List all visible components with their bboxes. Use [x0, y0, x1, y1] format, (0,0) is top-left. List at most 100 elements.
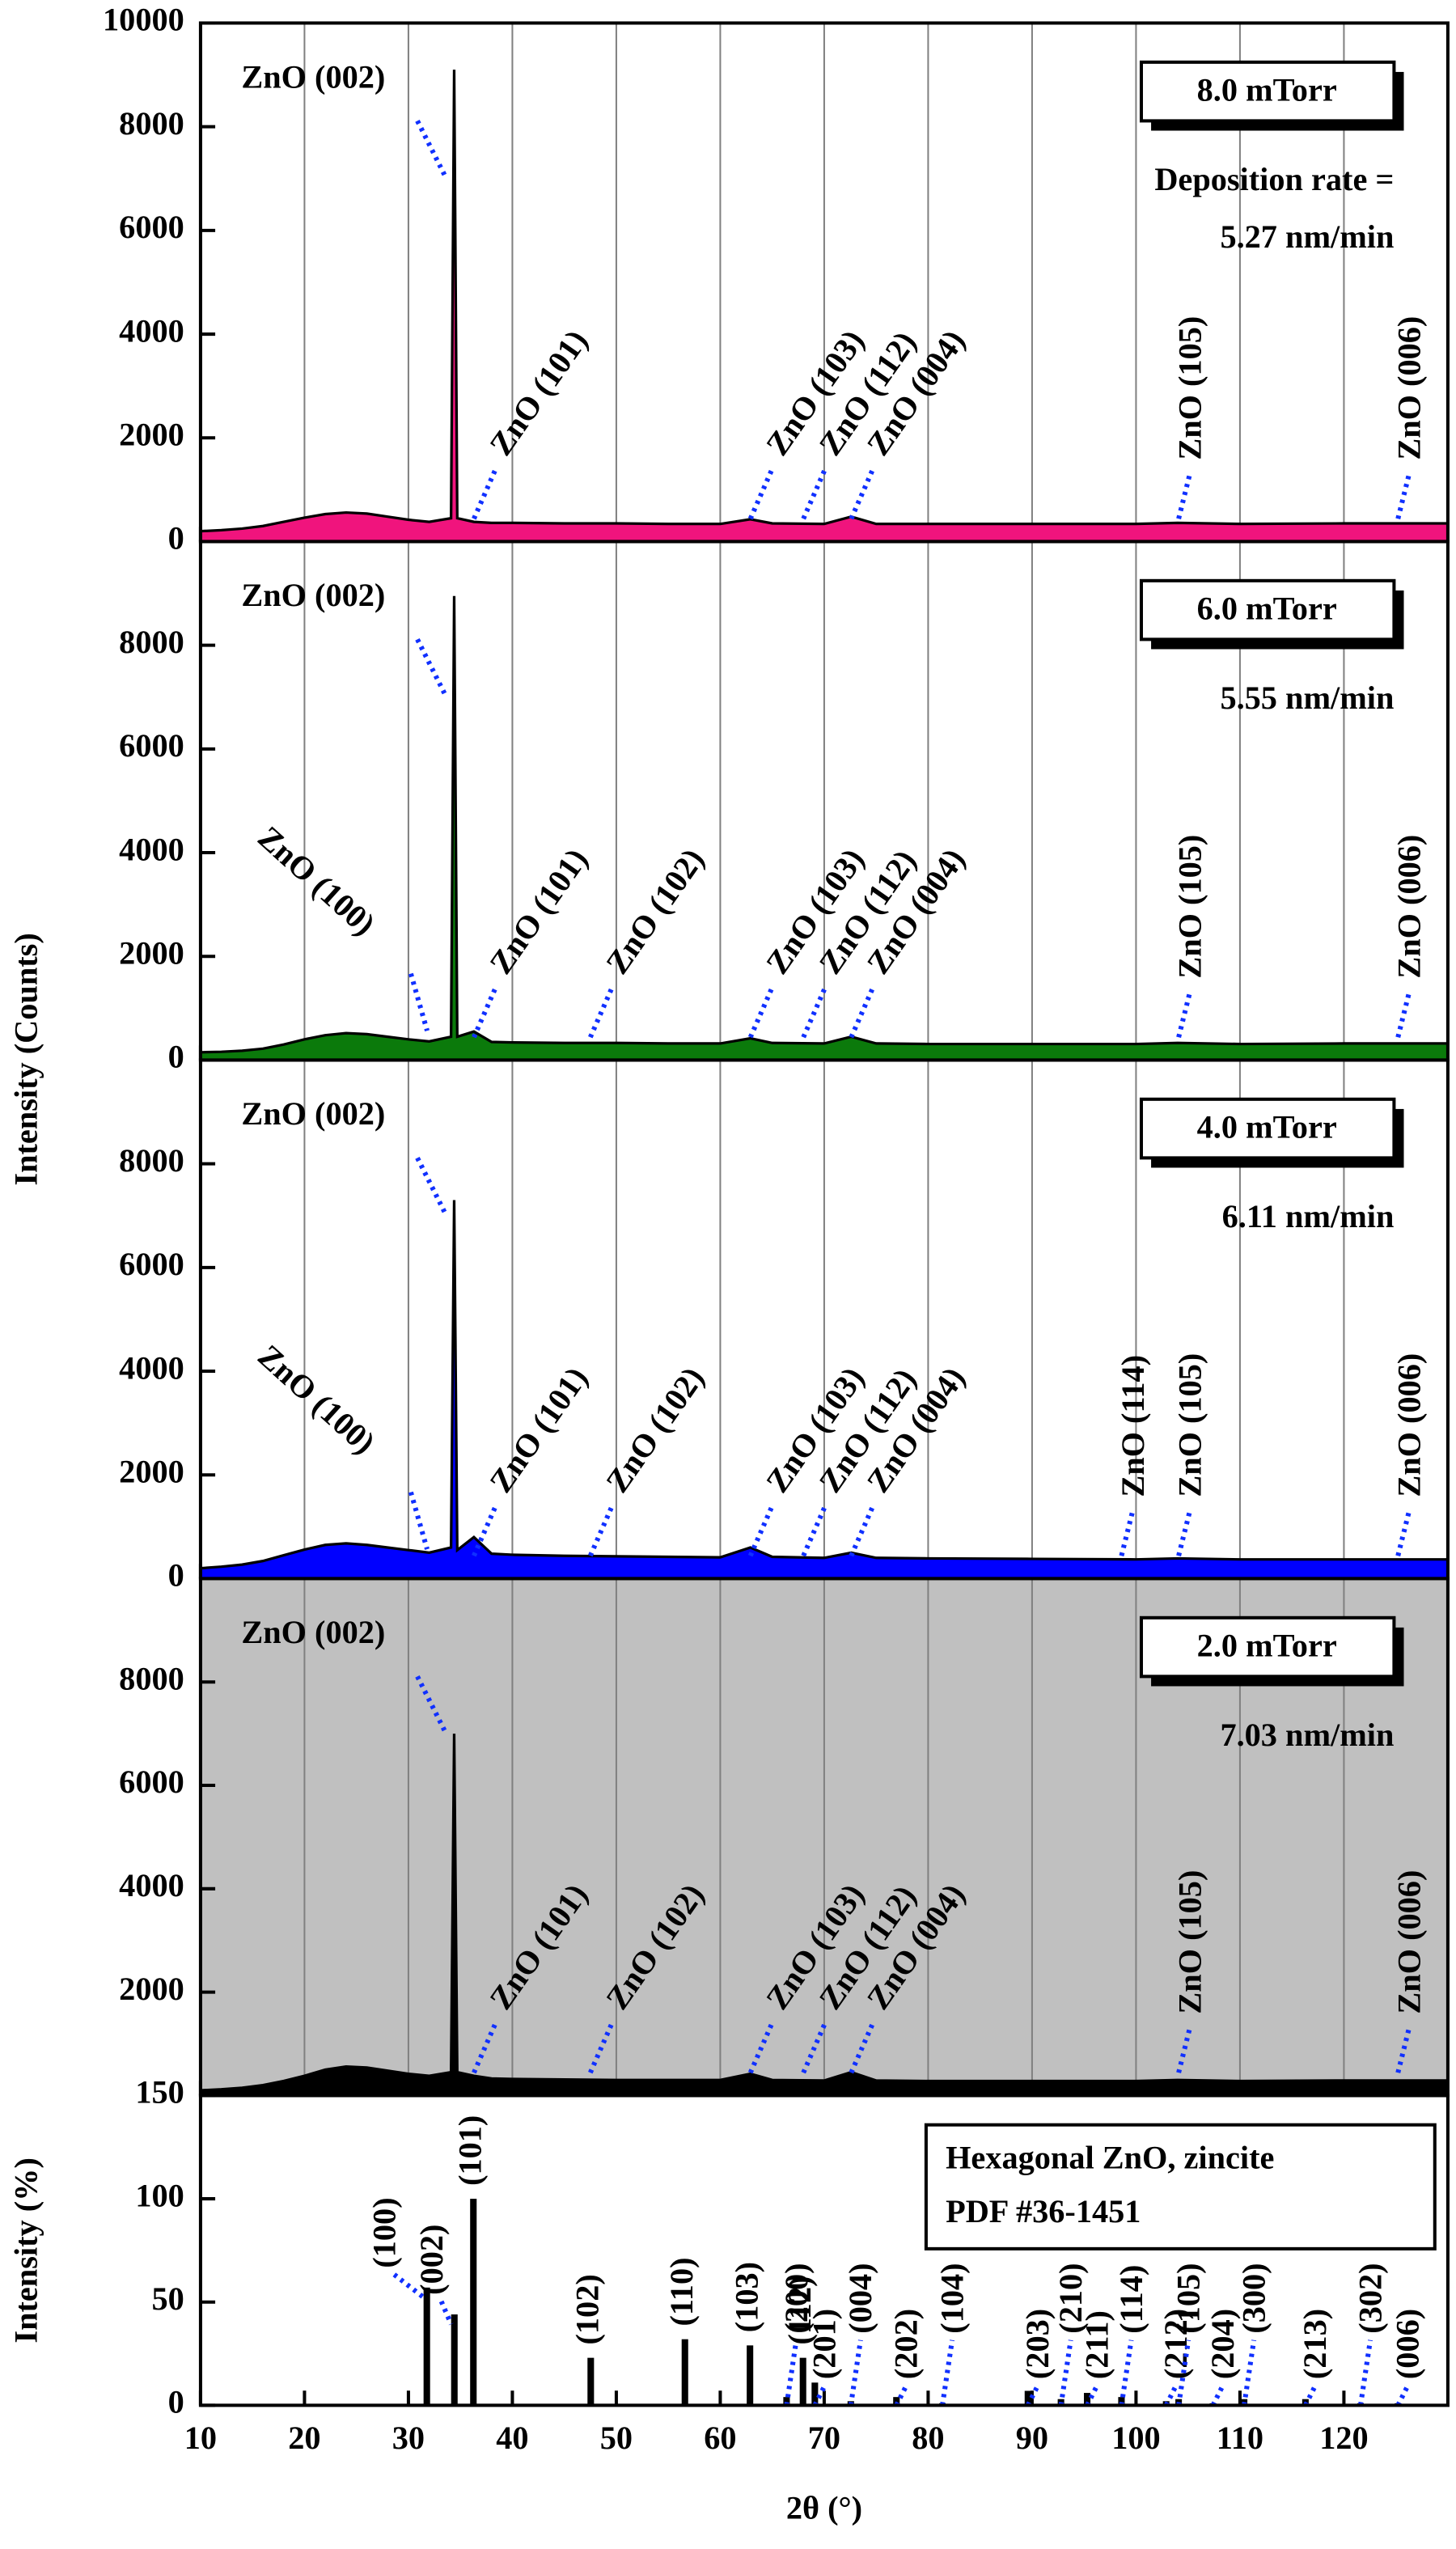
y-tick-label: 8000	[119, 1142, 184, 1179]
label-leader	[1026, 2384, 1040, 2407]
peak-leader	[1176, 472, 1193, 519]
bar-label: (203)	[1019, 2309, 1056, 2379]
peak-leader	[472, 1502, 499, 1557]
y-axis-title: Intensity (%)	[8, 2157, 44, 2343]
legend-box	[1139, 1097, 1396, 1160]
label-leader	[1210, 2384, 1225, 2407]
legend-label: 6.0 mTorr	[1197, 590, 1337, 626]
reference-bar	[1118, 2397, 1125, 2406]
peak-label: ZnO (105)	[1171, 1353, 1208, 1497]
peak-leader	[415, 1157, 449, 1217]
peak-leader	[1395, 472, 1412, 519]
label-leader	[1357, 2339, 1373, 2406]
label-leader	[894, 2384, 909, 2407]
peak-label: ZnO (105)	[1171, 316, 1208, 460]
peak-leader	[801, 2019, 829, 2074]
peak-leader	[747, 984, 776, 1039]
peak-leader	[1119, 1509, 1136, 1556]
x-tick-label: 100	[1111, 2420, 1160, 2456]
pattern-line	[200, 1734, 1448, 2092]
legend-label: 8.0 mTorr	[1197, 71, 1337, 108]
peak-leader	[801, 984, 829, 1039]
peak-leader	[472, 465, 499, 520]
label-leader	[848, 2339, 863, 2406]
peak-leader	[415, 1675, 449, 1735]
x-tick-label: 80	[912, 2420, 944, 2456]
peak-leader	[588, 2019, 616, 2074]
peak-label: ZnO (114)	[1115, 1355, 1151, 1497]
peak-leader	[801, 465, 829, 520]
y-axis-title: Intensity (Counts)	[8, 933, 44, 1185]
peak-leader	[1395, 991, 1412, 1038]
reference-box	[924, 2123, 1437, 2250]
y-tick-label: 0	[168, 520, 184, 557]
bar-label: (100)	[366, 2197, 403, 2267]
bar-label: (101)	[451, 2115, 488, 2186]
bar-label: (300)	[1235, 2263, 1272, 2333]
x-tick-label: 110	[1217, 2420, 1263, 2456]
y-tick-label: 4000	[119, 831, 184, 867]
bar-label: (103)	[728, 2262, 764, 2332]
bar-label: (201)	[806, 2309, 843, 2379]
peak-leader	[747, 1502, 776, 1557]
bar-label: (105)	[1170, 2263, 1206, 2333]
bar-label: (202)	[888, 2309, 925, 2379]
bar-label: (204)	[1204, 2309, 1241, 2379]
y-tick-label: 4000	[119, 312, 184, 349]
label-leader	[812, 2384, 827, 2407]
peak-leader	[1395, 1509, 1412, 1556]
reference-bar	[681, 2339, 688, 2406]
peak-label: ZnO (006)	[1391, 1353, 1428, 1497]
peak-label: ZnO (101)	[482, 1360, 595, 1499]
reference-bar	[783, 2397, 790, 2406]
peak-label: ZnO (002)	[241, 1614, 385, 1650]
bar-label: (006)	[1390, 2309, 1426, 2379]
peak-leader	[472, 984, 499, 1039]
peak-leader	[801, 1502, 829, 1557]
peak-leader	[415, 638, 449, 698]
deposition-rate: 5.55 nm/min	[1220, 680, 1394, 716]
y-tick-label: 6000	[119, 209, 184, 245]
y-tick-label: 6000	[119, 727, 184, 764]
x-tick-label: 50	[600, 2420, 633, 2456]
bar-label: (102)	[569, 2274, 606, 2344]
reference-bar	[470, 2199, 477, 2406]
y-tick-label: 8000	[119, 624, 184, 660]
y-tick-label: 4000	[119, 1349, 184, 1386]
bar-label: (210)	[1052, 2263, 1089, 2333]
label-leader	[1058, 2339, 1073, 2406]
x-tick-label: 60	[704, 2420, 736, 2456]
reference-text: Hexagonal ZnO, zincite	[946, 2139, 1274, 2175]
y-tick-label: 0	[168, 2384, 184, 2420]
reference-text: PDF #36-1451	[946, 2193, 1141, 2229]
peak-label: ZnO (006)	[1391, 835, 1428, 979]
peak-leader	[849, 1502, 877, 1557]
label-leader	[1085, 2384, 1099, 2407]
deposition-rate: 7.03 nm/min	[1220, 1717, 1394, 1753]
peak-label: ZnO (002)	[241, 1095, 385, 1132]
label-leader	[784, 2339, 799, 2406]
y-tick-label: 50	[151, 2280, 184, 2317]
y-tick-label: 8000	[119, 105, 184, 142]
y-tick-label: 2000	[119, 1453, 184, 1489]
peak-leader	[747, 465, 776, 520]
x-tick-label: 10	[184, 2420, 217, 2456]
y-tick-label: 4000	[119, 1867, 184, 1903]
x-axis-title: 2θ (°)	[786, 2490, 862, 2526]
x-tick-label: 30	[392, 2420, 425, 2456]
legend-label: 2.0 mTorr	[1197, 1627, 1337, 1663]
plot-frame	[198, 2094, 1450, 2407]
reference-bar	[587, 2357, 595, 2406]
bar-label: (112)	[781, 2276, 818, 2344]
pattern-line	[200, 70, 1448, 533]
y-tick-label: 10000	[103, 2, 184, 38]
bar-label: (212)	[1158, 2309, 1194, 2379]
label-leader	[940, 2339, 955, 2406]
x-tick-label: 90	[1016, 2420, 1048, 2456]
y-tick-label: 100	[135, 2177, 184, 2213]
bar-label: (114)	[1113, 2265, 1149, 2334]
label-leader	[1163, 2384, 1179, 2407]
x-tick-label: 120	[1319, 2420, 1368, 2456]
peak-leader	[588, 984, 616, 1039]
bar-label: (110)	[663, 2257, 700, 2326]
